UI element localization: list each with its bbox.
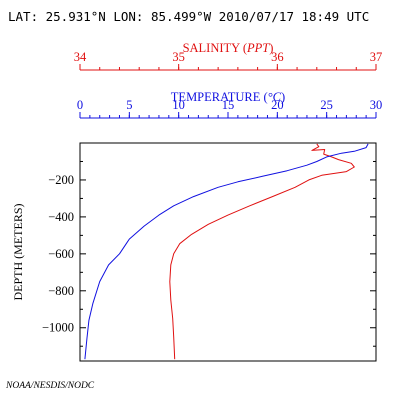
temperature-profile-line [84, 143, 369, 360]
temperature-tick-label: 15 [222, 98, 235, 112]
temperature-axis-label: TEMPERATURE (°C) [171, 90, 285, 104]
credit-footer: NOAA/NESDIS/NODC [5, 381, 95, 391]
temperature-tick-label: 25 [320, 98, 333, 112]
series-layer [84, 143, 369, 360]
depth-tick-label: −400 [48, 210, 74, 224]
depth-tick-label: −800 [48, 284, 74, 298]
temperature-axis: 0 5 10 15 20 25 30 [77, 98, 383, 119]
temperature-tick-label: 10 [172, 98, 185, 112]
salinity-tick-label: 37 [370, 50, 383, 64]
depth-axis: −200 −400 −600 −800 −1000 [42, 142, 376, 347]
depth-tick-label: −200 [48, 173, 74, 187]
location-datetime-header: LAT: 25.931°N LON: 85.499°W 2010/07/17 1… [8, 9, 369, 24]
salinity-axis: 34 35 36 37 [74, 50, 383, 71]
salinity-tick-label: 36 [271, 50, 284, 64]
salinity-axis-label: SALINITY (PPT) [183, 41, 274, 55]
temperature-tick-label: 0 [77, 98, 83, 112]
plot-frame [79, 142, 377, 362]
salinity-tick-label: 34 [74, 50, 87, 64]
depth-axis-label: DEPTH (METERS) [11, 204, 25, 301]
salinity-tick-label: 35 [172, 50, 185, 64]
temperature-tick-label: 5 [126, 98, 132, 112]
temperature-tick-label: 30 [370, 98, 383, 112]
depth-tick-label: −1000 [42, 321, 74, 335]
depth-tick-label: −600 [48, 247, 74, 261]
temperature-tick-label: 20 [271, 98, 284, 112]
salinity-profile-line [169, 143, 355, 360]
